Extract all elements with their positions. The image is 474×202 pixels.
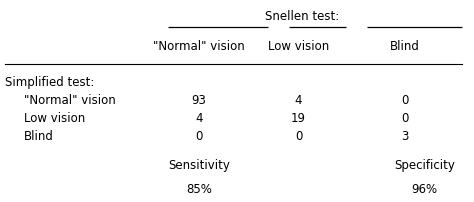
Text: 4: 4	[195, 112, 203, 125]
Text: Specificity: Specificity	[394, 159, 455, 171]
Text: 3: 3	[401, 130, 409, 143]
Text: 96%: 96%	[411, 183, 438, 196]
Text: Snellen test:: Snellen test:	[265, 10, 339, 23]
Text: Blind: Blind	[390, 40, 420, 53]
Text: Low vision: Low vision	[268, 40, 329, 53]
Text: 0: 0	[401, 94, 409, 107]
Text: 0: 0	[295, 130, 302, 143]
Text: Low vision: Low vision	[24, 112, 85, 125]
Text: Sensitivity: Sensitivity	[168, 159, 230, 171]
Text: 93: 93	[191, 94, 207, 107]
Text: 0: 0	[195, 130, 203, 143]
Text: Simplified test:: Simplified test:	[5, 76, 94, 89]
Text: "Normal" vision: "Normal" vision	[24, 94, 116, 107]
Text: Blind: Blind	[24, 130, 54, 143]
Text: 0: 0	[401, 112, 409, 125]
Text: 19: 19	[291, 112, 306, 125]
Text: "Normal" vision: "Normal" vision	[153, 40, 245, 53]
Text: 4: 4	[295, 94, 302, 107]
Text: 85%: 85%	[186, 183, 212, 196]
